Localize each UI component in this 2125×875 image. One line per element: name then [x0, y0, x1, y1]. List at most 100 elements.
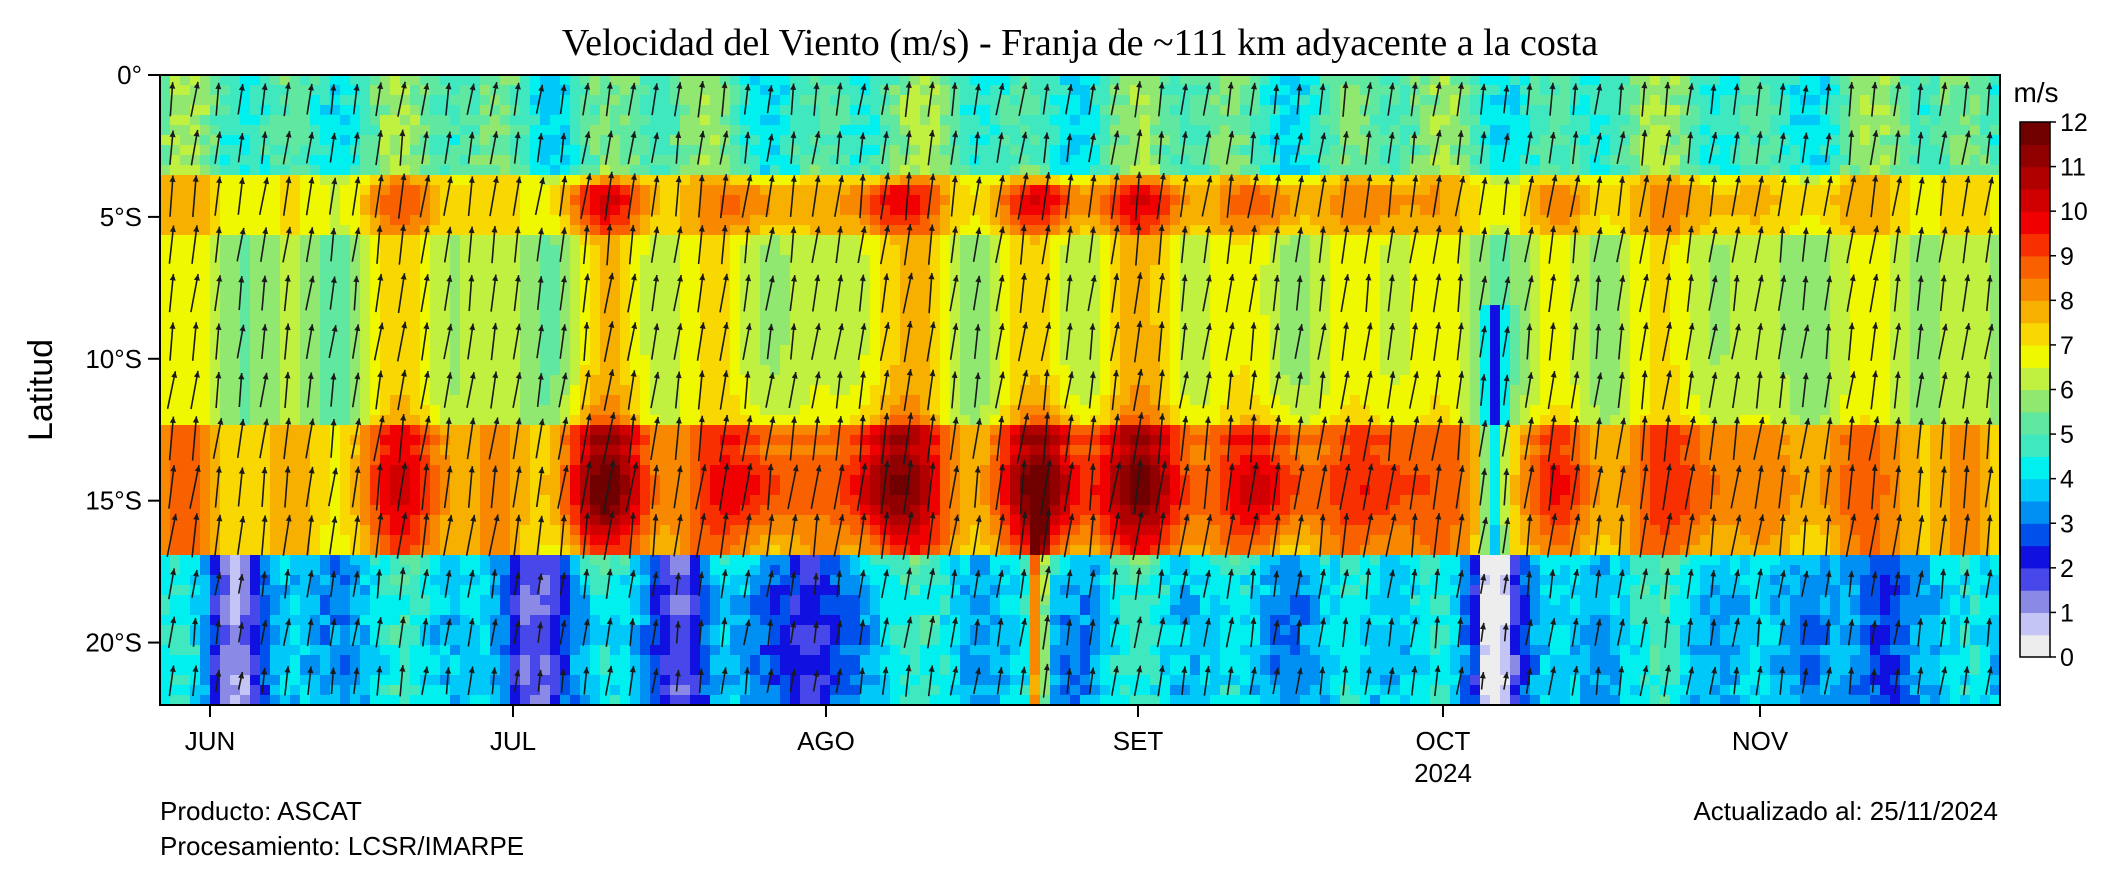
heatmap-cell	[380, 195, 391, 206]
heatmap-cell	[710, 265, 721, 276]
heatmap-cell	[670, 515, 681, 526]
heatmap-cell	[880, 645, 891, 656]
heatmap-cell	[660, 425, 671, 436]
heatmap-cell	[810, 555, 821, 566]
heatmap-cell	[180, 695, 191, 705]
heatmap-cell	[170, 675, 181, 686]
heatmap-cell	[790, 195, 801, 206]
heatmap-cell	[840, 675, 851, 686]
heatmap-cell	[760, 365, 771, 376]
heatmap-cell	[520, 335, 531, 346]
heatmap-cell	[880, 175, 891, 186]
heatmap-cell	[830, 695, 841, 705]
heatmap-cell	[280, 525, 291, 536]
heatmap-cell	[890, 585, 901, 596]
heatmap-cell	[190, 105, 201, 116]
heatmap-cell	[920, 275, 931, 286]
heatmap-cell	[490, 235, 501, 246]
heatmap-cell	[500, 685, 511, 696]
heatmap-cell	[380, 395, 391, 406]
heatmap-cell	[250, 205, 261, 216]
heatmap-cell	[810, 255, 821, 266]
heatmap-cell	[530, 665, 541, 676]
heatmap-cell	[200, 85, 211, 96]
heatmap-cell	[880, 195, 891, 206]
heatmap-cell	[380, 425, 391, 436]
heatmap-cell	[300, 485, 311, 496]
heatmap-cell	[930, 285, 941, 296]
heatmap-cell	[850, 525, 861, 536]
heatmap-cell	[480, 285, 491, 296]
heatmap-cell	[420, 565, 431, 576]
heatmap-cell	[590, 285, 601, 296]
heatmap-cell	[940, 585, 951, 596]
heatmap-cell	[700, 175, 711, 186]
heatmap-cell	[160, 295, 171, 306]
heatmap-cell	[910, 585, 921, 596]
heatmap-cell	[590, 555, 601, 566]
heatmap-cell	[860, 595, 871, 606]
heatmap-cell	[730, 645, 741, 656]
heatmap-cell	[840, 525, 851, 536]
heatmap-cell	[720, 75, 731, 86]
heatmap-cell	[230, 255, 241, 266]
heatmap-cell	[390, 335, 401, 346]
heatmap-cell	[790, 85, 801, 96]
heatmap-cell	[360, 485, 371, 496]
heatmap-cell	[280, 415, 291, 426]
heatmap-cell	[520, 285, 531, 296]
heatmap-cell	[630, 305, 641, 316]
heatmap-cell	[170, 295, 181, 306]
heatmap-cell	[890, 145, 901, 156]
heatmap-cell	[260, 95, 271, 106]
heatmap-cell	[280, 575, 291, 586]
heatmap-cell	[690, 295, 701, 306]
heatmap-cell	[200, 645, 211, 656]
heatmap-cell	[880, 275, 891, 286]
heatmap-cell	[420, 485, 431, 496]
heatmap-cell	[940, 535, 951, 546]
heatmap-cell	[370, 415, 381, 426]
heatmap-cell	[390, 695, 401, 705]
heatmap-cell	[160, 315, 171, 326]
heatmap-cell	[760, 425, 771, 436]
heatmap-cell	[500, 75, 511, 86]
heatmap-cell	[320, 315, 331, 326]
heatmap-cell	[710, 115, 721, 126]
heatmap-cell	[920, 465, 931, 476]
heatmap-cell	[690, 135, 701, 146]
heatmap-cell	[650, 295, 661, 306]
heatmap-cell	[700, 85, 711, 96]
heatmap-cell	[260, 455, 271, 466]
heatmap-cell	[930, 385, 941, 396]
heatmap-cell	[610, 575, 621, 586]
heatmap-cell	[430, 235, 441, 246]
heatmap-cell	[640, 395, 651, 406]
heatmap-cell	[230, 475, 241, 486]
heatmap-cell	[370, 255, 381, 266]
heatmap-cell	[160, 425, 171, 436]
heatmap-cell	[510, 405, 521, 416]
heatmap-cell	[920, 295, 931, 306]
heatmap-cell	[500, 215, 511, 226]
heatmap-cell	[260, 155, 271, 166]
heatmap-cell	[730, 215, 741, 226]
heatmap-cell	[400, 125, 411, 136]
heatmap-cell	[700, 665, 711, 676]
heatmap-cell	[360, 185, 371, 196]
heatmap-cell	[910, 205, 921, 216]
heatmap-cell	[840, 615, 851, 626]
heatmap-cell	[360, 85, 371, 96]
heatmap-cell	[270, 325, 281, 336]
heatmap-cell	[850, 575, 861, 586]
heatmap-cell	[910, 685, 921, 696]
heatmap-cell	[170, 225, 181, 236]
heatmap-cell	[350, 425, 361, 436]
heatmap-cell	[750, 565, 761, 576]
heatmap-cell	[870, 515, 881, 526]
heatmap-cell	[910, 295, 921, 306]
heatmap-cell	[460, 85, 471, 96]
heatmap-cell	[270, 125, 281, 136]
heatmap-cell	[610, 635, 621, 646]
heatmap-cell	[530, 355, 541, 366]
